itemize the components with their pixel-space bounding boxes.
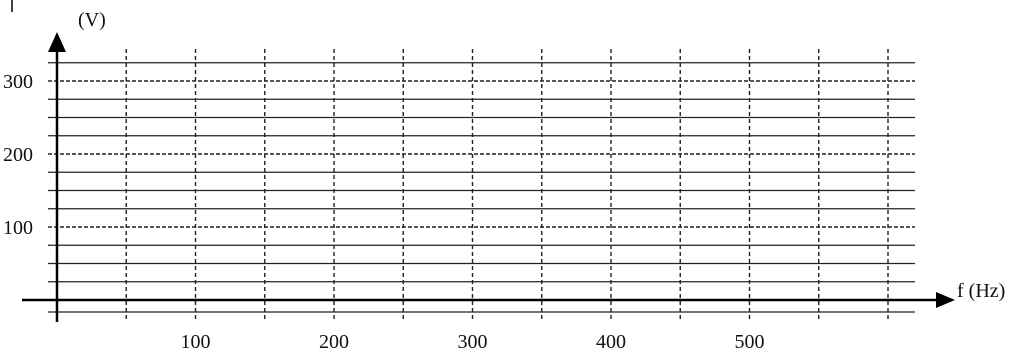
y-tick-label: 300: [3, 71, 33, 93]
tick-labels: 100 200 300 400 500 100 200 300: [3, 71, 765, 353]
x-tick-label: 300: [458, 331, 488, 353]
x-tick-label: 500: [735, 331, 765, 353]
y-tick-label: 100: [3, 217, 33, 239]
y-axis-label: (V): [78, 9, 106, 31]
y-axis-arrow-icon: [48, 32, 66, 52]
axes: [11, 0, 955, 322]
x-tick-label: 400: [596, 331, 626, 353]
x-axis-label: f (Hz): [957, 280, 1005, 302]
x-tick-label: 100: [181, 331, 211, 353]
grid: [48, 49, 915, 320]
x-axis-arrow-icon: [936, 292, 955, 308]
y-tick-label: 200: [3, 144, 33, 166]
x-tick-label: 200: [319, 331, 349, 353]
